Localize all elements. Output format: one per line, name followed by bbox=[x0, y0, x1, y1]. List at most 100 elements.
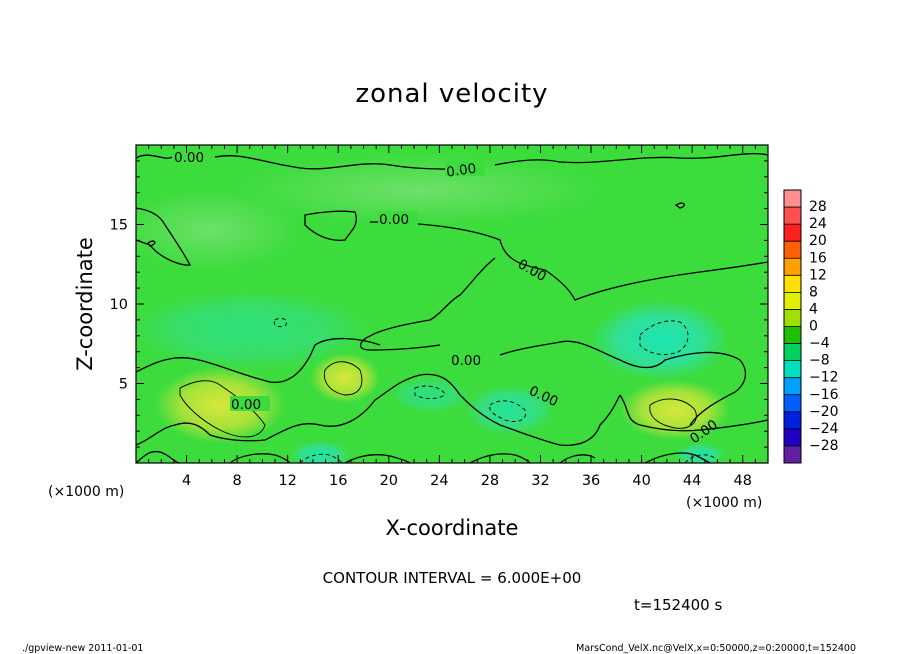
contour-line bbox=[179, 380, 266, 438]
contour-line bbox=[684, 454, 716, 463]
x-tick-label: 40 bbox=[632, 473, 650, 489]
colorbar-swatch bbox=[784, 326, 801, 344]
y-tick-label: 15 bbox=[110, 218, 128, 234]
colorbar-swatch bbox=[784, 292, 801, 310]
shade-region-positive bbox=[155, 367, 285, 443]
colorbar-label: 20 bbox=[809, 233, 827, 249]
contour-line bbox=[639, 320, 689, 355]
contour-line bbox=[136, 154, 461, 171]
x-tick-label: 28 bbox=[481, 473, 499, 489]
contour-label: 0.00 bbox=[451, 353, 481, 369]
x-tick-label: 16 bbox=[329, 473, 347, 489]
shade-region-negative bbox=[465, 385, 555, 435]
colorbar-swatch bbox=[784, 309, 801, 327]
x-tick-label: 20 bbox=[380, 473, 398, 489]
y-tick-label: 10 bbox=[110, 297, 128, 313]
x-axis-unit: (×1000 m) bbox=[686, 495, 762, 511]
colorbar-swatch bbox=[784, 445, 801, 464]
contour-lines-negative bbox=[273, 317, 716, 463]
x-tick-label: 24 bbox=[430, 473, 448, 489]
contour-line bbox=[147, 202, 686, 247]
y-axis-unit: (×1000 m) bbox=[48, 484, 124, 500]
colorbar-label: 28 bbox=[809, 199, 827, 215]
contour-line bbox=[369, 221, 768, 301]
contour-interval-text: CONTOUR INTERVAL = 6.000E+00 bbox=[323, 569, 582, 587]
colorbar-swatch bbox=[784, 258, 801, 276]
plot-area: 0.00 0.00 0.00 0.00 0.00 0.00 0.00 0.00 bbox=[136, 145, 768, 463]
contour-line bbox=[619, 394, 768, 432]
x-tick-label: 48 bbox=[733, 473, 751, 489]
colorbar-label: −12 bbox=[809, 370, 839, 386]
colorbar-swatch bbox=[784, 377, 801, 396]
contour-label: 0.00 bbox=[174, 150, 204, 166]
y-axis-title: Z-coordinate bbox=[73, 237, 97, 371]
shade-region bbox=[136, 290, 370, 370]
x-tick-label: 4 bbox=[182, 473, 191, 489]
chart-title: zonal velocity bbox=[355, 79, 548, 109]
colorbar-swatch bbox=[784, 411, 801, 430]
colorbar-swatch bbox=[784, 207, 801, 225]
contour-line bbox=[489, 400, 526, 422]
shade-region-positive bbox=[310, 353, 380, 403]
x-tick-label: 36 bbox=[582, 473, 600, 489]
contour-line bbox=[494, 152, 768, 166]
colorbar-swatch bbox=[784, 360, 801, 378]
contour-label: 0.00 bbox=[379, 212, 409, 228]
contour-label: 0.00 bbox=[231, 397, 261, 413]
x-tick-label: 12 bbox=[278, 473, 296, 489]
colorbar-label: 0 bbox=[809, 319, 818, 335]
contour-lines-positive bbox=[179, 361, 697, 438]
colorbar-label: −4 bbox=[809, 336, 830, 352]
contour-line bbox=[359, 257, 496, 351]
y-tick-label: 5 bbox=[119, 377, 128, 393]
contour-line bbox=[136, 373, 621, 446]
contour-line bbox=[414, 385, 446, 400]
footer-left: ./gpview-new 2011-01-01 bbox=[22, 643, 143, 654]
colorbar-swatch bbox=[784, 343, 801, 361]
shade-region-positive bbox=[620, 380, 730, 440]
x-axis: 4 8 12 16 20 24 28 32 36 40 44 48 bbox=[148, 145, 756, 489]
x-tick-label: 32 bbox=[531, 473, 549, 489]
contour-line bbox=[304, 210, 357, 241]
colorbar-label: 16 bbox=[809, 250, 827, 266]
contour-line bbox=[499, 340, 747, 426]
shade-region bbox=[136, 190, 300, 270]
contour-line bbox=[323, 361, 363, 396]
colorbar-label: −24 bbox=[809, 421, 839, 437]
contour-line bbox=[136, 207, 192, 266]
colorbar-label: 8 bbox=[809, 284, 818, 300]
colorbar-label: −28 bbox=[809, 438, 839, 454]
shade-region-negative bbox=[590, 300, 730, 380]
contour-lines bbox=[136, 152, 768, 463]
colorbar-swatch bbox=[784, 394, 801, 413]
time-text: t=152400 s bbox=[634, 596, 722, 614]
contour-line bbox=[136, 450, 711, 463]
colorbar-label: 24 bbox=[809, 216, 827, 232]
contour-label: 0.00 bbox=[445, 161, 477, 181]
x-tick-label: 44 bbox=[683, 473, 701, 489]
contour-line bbox=[649, 398, 697, 429]
colorbar-swatch bbox=[784, 275, 801, 293]
colorbar-swatch bbox=[784, 241, 801, 259]
contour-line bbox=[299, 453, 343, 463]
colorbar-label: 12 bbox=[809, 267, 827, 283]
shade-region-negative bbox=[290, 441, 350, 463]
colorbar-swatch bbox=[784, 224, 801, 242]
colorbar-label: −20 bbox=[809, 404, 839, 420]
colorbar-swatch bbox=[784, 428, 801, 447]
shade-region bbox=[240, 155, 600, 225]
colorbar-label: −8 bbox=[809, 353, 830, 369]
shade-region-negative bbox=[390, 377, 470, 413]
contour-line bbox=[273, 317, 287, 328]
x-tick-label: 8 bbox=[233, 473, 242, 489]
colorbar-label: −16 bbox=[809, 387, 839, 403]
footer-right: MarsCond_VelX.nc@VelX,x=0:50000,z=0:2000… bbox=[576, 643, 856, 654]
shade-region-negative bbox=[675, 443, 725, 463]
colorbar-swatch bbox=[784, 190, 801, 208]
x-axis-title: X-coordinate bbox=[386, 516, 519, 540]
y-axis: 5 10 15 bbox=[110, 160, 768, 448]
contour-line bbox=[136, 337, 381, 383]
colorbar-label: 4 bbox=[809, 301, 818, 317]
